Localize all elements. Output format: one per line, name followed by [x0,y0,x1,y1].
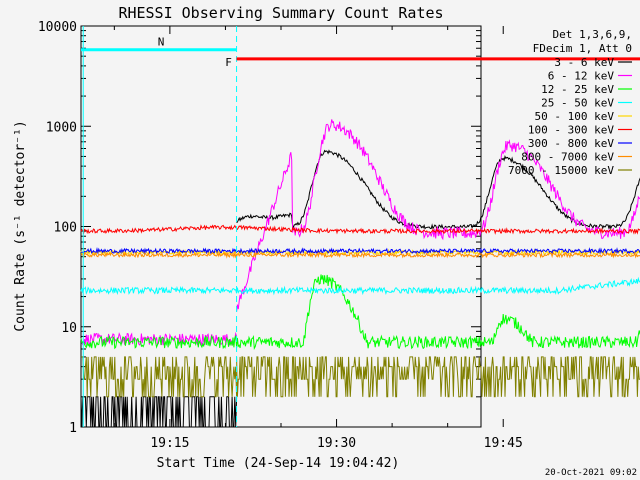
x-tick-label: 19:15 [150,436,189,451]
legend-entry: 7000 - 15000 keV [508,164,614,177]
series-line [80,334,238,350]
x-tick-label: 19:30 [317,436,356,451]
legend-entry: 100 - 300 keV [528,124,614,137]
legend-entry: 800 - 7000 keV [521,151,614,164]
legend-header: Det 1,3,6,9, [553,28,632,41]
legend-entry: 300 - 800 keV [528,137,614,150]
footer-date: 20-Oct-2021 09:02 [545,468,637,478]
flag-label: F [225,56,232,69]
y-tick-label: 10 [61,321,77,336]
x-axis-label: Start Time (24-Sep-14 19:04:42) [157,456,400,471]
y-tick-label: 1 [69,421,77,436]
series-line [236,274,640,350]
series-line [236,276,640,296]
annotation-layer: NFS [81,26,640,427]
legend-entry: 12 - 25 keV [541,83,614,96]
y-tick-label: 100 [54,221,77,236]
series-line [81,356,238,398]
chart-title: RHESSI Observing Summary Count Rates [118,4,443,22]
legend-entry: 6 - 12 keV [548,70,615,83]
series-line [236,149,640,231]
y-tick-label: 10000 [38,20,77,35]
series-line [236,247,640,255]
x-tick-label: 19:45 [484,436,523,451]
axis-ticks: 19:1519:3019:4520:0020:1520:301101001000… [38,20,523,451]
legend-header: FDecim 1, Att 0 [533,42,632,55]
y-axis-label: Count Rate (s⁻¹ detector⁻¹) [13,120,28,331]
series-line [236,119,640,312]
series-line [236,224,640,235]
legend-entry: 50 - 100 keV [535,110,615,123]
legend-entry: 25 - 50 keV [541,97,614,110]
series-line [236,251,640,259]
series-line [236,356,640,398]
series-line [80,396,238,428]
series-line [81,247,238,255]
series-line [80,224,237,235]
y-tick-label: 1000 [46,120,77,135]
flag-label: N [158,36,165,49]
series-layer [80,119,640,428]
series-line [80,285,238,296]
series-line [80,251,238,259]
legend-entry: 3 - 6 keV [554,56,614,69]
